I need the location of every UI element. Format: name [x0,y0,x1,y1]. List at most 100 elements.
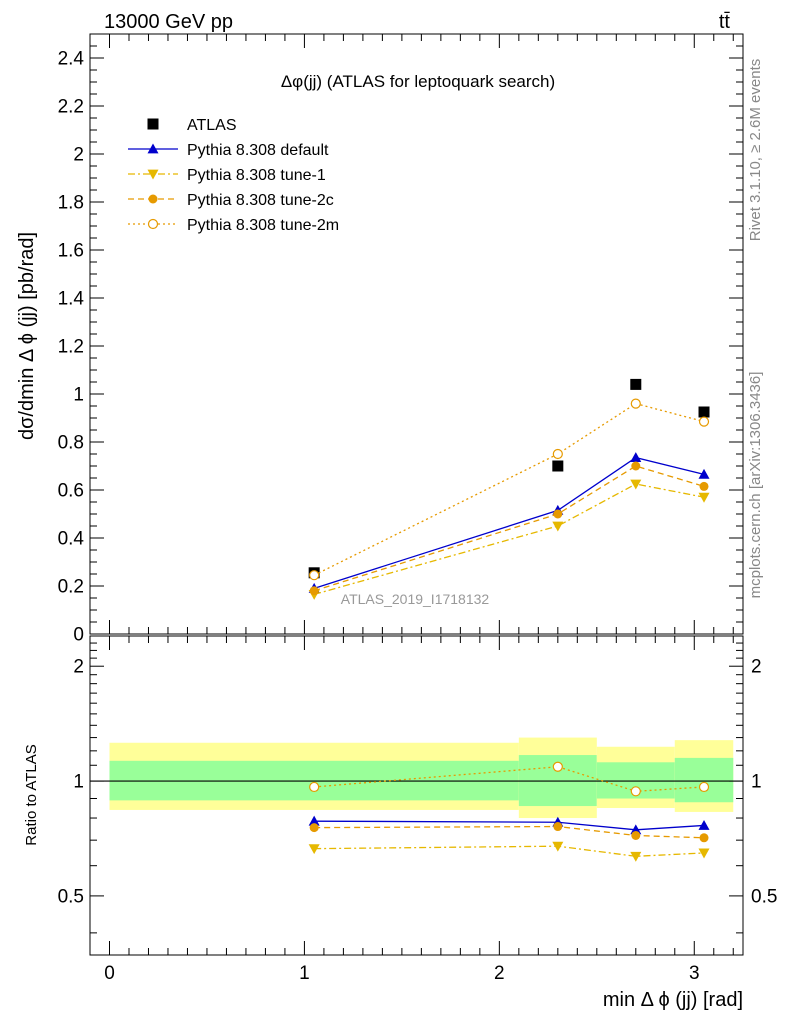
series-2 [308,479,710,600]
legend-marker [148,194,158,204]
data-point [631,461,641,471]
analysis-watermark: ATLAS_2019_I1718132 [341,591,490,607]
ratio-data-point [309,781,320,793]
legend-entry: Pythia 8.308 tune-2c [128,192,334,209]
ratio-data-point [552,841,564,852]
data-point [698,406,710,418]
legend-marker [147,118,159,130]
legend-label: Pythia 8.308 tune-2c [187,192,334,209]
stat-uncertainty-band [674,757,734,803]
ratio-series-line [314,845,705,857]
y-tick-label: 1 [73,385,84,406]
ratio-series-line [314,766,705,792]
y-tick-label: 1.6 [58,241,84,262]
series-line [313,402,705,576]
ratio-series-1 [308,841,710,862]
ratio-y-tick-label: 2 [73,657,84,678]
data-point [698,416,710,427]
ratio-y-tick-label-right: 1 [751,772,762,793]
data-point [553,509,563,519]
data-point [698,468,710,479]
y-tick-label: 2.2 [58,97,84,118]
main-panel: 0 0.2 0.4 0.6 0.8 1 1.2 1.4 1.6 1.8 2 2.2 2.4 Δφ(jj)… [16,33,744,646]
ratio-data-point [699,833,709,843]
data-point [552,460,564,472]
x-axis-label: min Δ ϕ (jj) [rad] [603,989,743,1011]
x-tick-label: 2 [494,963,505,984]
ratio-data-point [630,824,642,835]
x-tick-label: 3 [689,963,700,984]
ratio-axis-ticks: 0.5 0.5 1 1 2 2 0 1 2 3 [58,636,777,984]
y-tick-label: 0 [73,625,84,646]
ratio-data-point [308,815,320,826]
legend-entry: Pythia 8.308 tune-2m [128,217,339,234]
series-line [313,465,705,592]
data-point [630,452,642,462]
y-tick-label: 2.4 [58,49,85,70]
x-tick-label: 1 [299,963,310,984]
y-tick-label: 0.8 [58,433,84,454]
data-point [552,521,564,532]
data-point [630,479,642,490]
series-line [313,483,705,596]
y-tick-label: 1.2 [58,337,84,358]
legend-label: ATLAS [187,117,237,134]
ratio-y-tick-label: 1 [73,772,84,793]
data-point [630,378,642,390]
series-3 [309,461,709,596]
legend-marker [147,143,159,154]
main-axis-ticks: 0 0.2 0.4 0.6 0.8 1 1.2 1.4 1.6 1.8 2 2.2 2.4 [58,33,743,646]
series-1 [308,452,710,593]
legend-label: Pythia 8.308 default [187,142,329,159]
y-tick-label: 1.4 [58,289,85,310]
ratio-y-axis-label: Ratio to ATLAS [23,744,40,845]
ratio-series-line [314,825,705,839]
ratio-series [308,761,710,862]
plot-title: Δφ(jj) (ATLAS for leptoquark search) [281,72,555,91]
legend: ATLAS Pythia 8.308 default Pythia 8.308 tu… [128,117,339,234]
data-point [309,570,320,581]
process-label: tt̄ [719,11,731,33]
ratio-panel: 0.5 0.5 1 1 2 2 0 1 2 3 Ratio to ATLAS min Δ ϕ (j… [23,635,777,1011]
data-point [630,398,641,409]
ratio-series-3 [309,761,710,797]
series-line [313,456,705,590]
data-point [699,481,709,491]
ratio-series-line [314,820,705,831]
series-4 [309,398,710,581]
legend-label: Pythia 8.308 tune-2m [187,217,339,234]
ratio-frame [89,635,744,956]
ratio-y-tick-label-right: 0.5 [751,886,777,907]
legend-entry: Pythia 8.308 tune-1 [128,167,326,184]
ratio-y-tick-label-right: 2 [751,657,762,678]
energy-label: 13000 GeV pp [104,11,233,33]
ratio-data-point [309,823,319,833]
legend-marker [147,218,159,230]
y-tick-label: 0.6 [58,481,84,502]
legend-label: Pythia 8.308 tune-1 [187,167,326,184]
ratio-background [89,635,744,956]
data-point [552,448,563,460]
legend-entry: ATLAS [147,117,237,134]
legend-marker [147,169,159,180]
main-y-axis-label: dσ/dmin Δ ϕ (jj) [pb/rad] [16,232,38,440]
ratio-data-point [553,822,563,832]
ratio-data-point [630,851,642,862]
main-series [308,378,710,600]
data-point [309,586,319,596]
ratio-data-point [631,830,641,840]
y-tick-label: 1.8 [58,193,84,214]
y-tick-label: 0.2 [58,577,84,598]
ratio-data-point [308,844,320,855]
ratio-data-point [698,848,710,859]
data-point [698,492,710,503]
ratio-series-2 [309,822,709,843]
ratio-series-0 [308,815,710,835]
ratio-y-tick-label: 0.5 [58,886,84,907]
rivet-version-label: Rivet 3.1.10, ≥ 2.6M events [747,59,764,242]
ratio-data-point [552,761,563,772]
x-tick-label: 0 [104,963,115,984]
mcplots-label: mcplots.cern.ch [arXiv:1306.3436] [747,372,764,599]
y-tick-label: 2 [73,145,84,166]
